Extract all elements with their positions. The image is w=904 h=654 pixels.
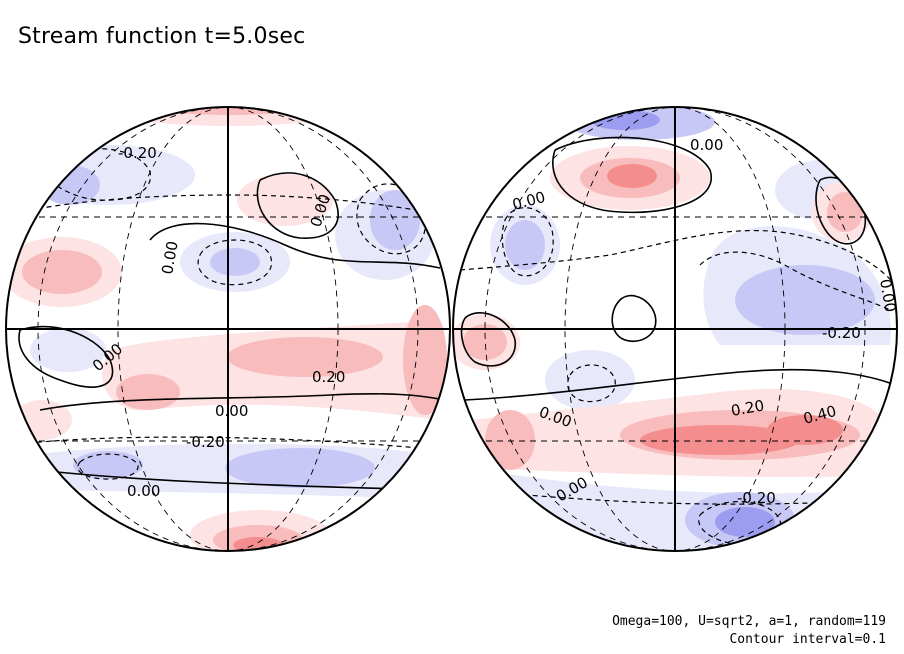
contour-interval-note: Contour interval=0.1 (729, 632, 886, 647)
parameters-note: Omega=100, U=sqrt2, a=1, random=119 (612, 614, 886, 629)
contour-label: -0.20 (737, 489, 776, 507)
right-contour-labels: 0.00 0.00 0.00 -0.20 0.00 0.20 0.40 0.00… (510, 136, 899, 507)
left-shading (6, 107, 450, 551)
right-hemisphere: 0.00 0.00 0.00 -0.20 0.00 0.20 0.40 0.00… (452, 106, 900, 552)
contour-label: 0.00 (690, 136, 723, 154)
left-hemisphere: -0.20 0.00 0.00 0.00 0.20 0.00 -0.20 0.0… (5, 106, 451, 552)
contour-label: 0.20 (312, 368, 345, 386)
contour-label: 0.00 (127, 482, 160, 500)
contour-label: 0.00 (215, 402, 248, 420)
contour-label: 0.00 (876, 278, 900, 314)
contour-label: 0.20 (730, 396, 766, 420)
plot-title: Stream function t=5.0sec (18, 24, 306, 49)
contour-label: -0.20 (822, 324, 861, 342)
contour-label: 0.00 (158, 240, 182, 276)
contour-label: -0.20 (186, 433, 225, 451)
contour-label: -0.20 (118, 144, 157, 162)
